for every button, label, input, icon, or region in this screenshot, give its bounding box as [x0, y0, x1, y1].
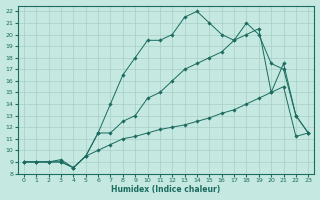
X-axis label: Humidex (Indice chaleur): Humidex (Indice chaleur) [111, 185, 221, 194]
